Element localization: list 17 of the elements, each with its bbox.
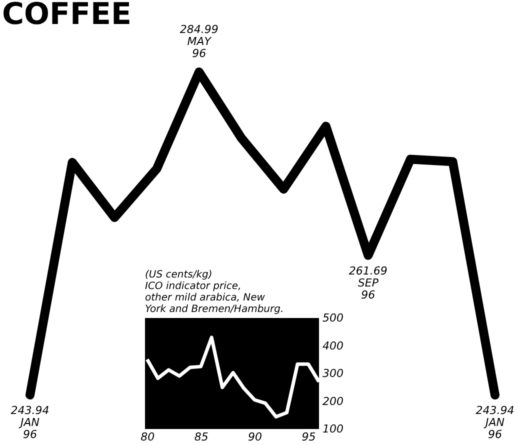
chart-subtitle: ICO indicator price, other mild arabica, New York and Bremen/Hamburg. bbox=[145, 281, 284, 315]
data-label: 284.99 MAY 96 bbox=[180, 23, 218, 60]
y-tick-label: 100 bbox=[322, 422, 344, 436]
line-series bbox=[145, 336, 321, 419]
chart-title: COFFEE bbox=[2, 0, 132, 32]
x-tick-label: 95 bbox=[302, 430, 316, 444]
y-tick-label: 400 bbox=[322, 339, 344, 352]
y-tick-label: 500 bbox=[322, 312, 344, 324]
x-tick-label: 85 bbox=[194, 430, 208, 444]
y-tick-label: 200 bbox=[322, 394, 344, 408]
data-label: 243.94 JAN 96 bbox=[476, 404, 514, 441]
x-tick-label: 80 bbox=[140, 430, 155, 444]
x-tick-label: 90 bbox=[248, 430, 262, 444]
y-tick-label: 300 bbox=[322, 367, 344, 380]
data-label: 261.69 SEP 96 bbox=[348, 264, 388, 302]
chart-title: (US cents/kg) bbox=[145, 270, 212, 280]
data-label: 243.94 JAN 96 bbox=[10, 404, 50, 441]
